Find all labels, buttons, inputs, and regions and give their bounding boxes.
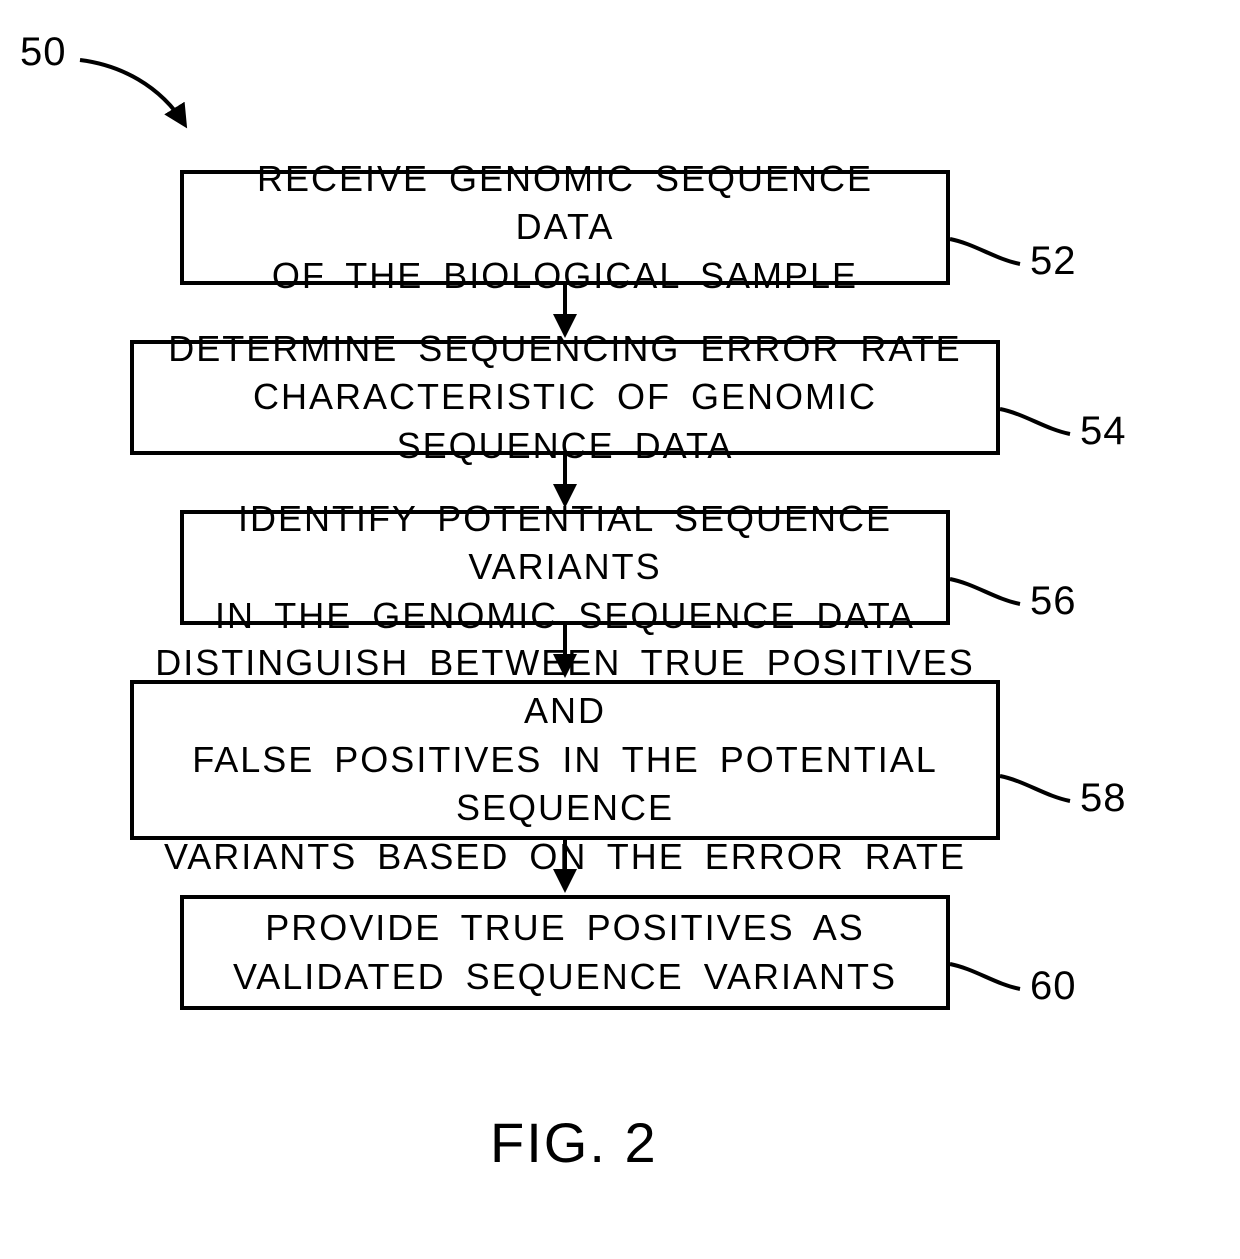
ref-leader-52	[950, 239, 1020, 264]
flow-step-line: DETERMINE SEQUENCING ERROR RATE	[168, 325, 961, 374]
flow-step-line: DISTINGUISH BETWEEN TRUE POSITIVES AND	[154, 639, 976, 736]
ref-leader-56	[950, 579, 1020, 604]
diagram-ref-50: 50	[20, 30, 67, 75]
flow-step-line: RECEIVE GENOMIC SEQUENCE DATA	[204, 155, 926, 252]
figure-caption: FIG. 2	[490, 1110, 658, 1175]
flow-step-line: FALSE POSITIVES IN THE POTENTIAL SEQUENC…	[154, 736, 976, 833]
flow-step-line: CHARACTERISTIC OF GENOMIC SEQUENCE DATA	[154, 373, 976, 470]
ref-label-52: 52	[1030, 239, 1077, 284]
flow-step-52: RECEIVE GENOMIC SEQUENCE DATAOF THE BIOL…	[180, 170, 950, 285]
flow-step-58: DISTINGUISH BETWEEN TRUE POSITIVES ANDFA…	[130, 680, 1000, 840]
ref-label-54: 54	[1080, 409, 1127, 454]
flow-step-56: IDENTIFY POTENTIAL SEQUENCE VARIANTSIN T…	[180, 510, 950, 625]
flow-step-line: OF THE BIOLOGICAL SAMPLE	[272, 252, 858, 301]
flow-step-line: VARIANTS BASED ON THE ERROR RATE	[164, 833, 966, 882]
flow-step-line: IN THE GENOMIC SEQUENCE DATA	[215, 592, 915, 641]
flow-step-60: PROVIDE TRUE POSITIVES ASVALIDATED SEQUE…	[180, 895, 950, 1010]
flow-step-line: VALIDATED SEQUENCE VARIANTS	[233, 953, 897, 1002]
ref-label-56: 56	[1030, 579, 1077, 624]
flow-step-line: IDENTIFY POTENTIAL SEQUENCE VARIANTS	[204, 495, 926, 592]
ref-leader-60	[950, 964, 1020, 989]
flow-step-line: PROVIDE TRUE POSITIVES AS	[265, 904, 864, 953]
ref-50-leader-arrow	[80, 60, 185, 125]
ref-label-60: 60	[1030, 964, 1077, 1009]
flowchart-canvas: 50 RECEIVE GENOMIC SEQUENCE DATAOF THE BI…	[0, 0, 1240, 1259]
ref-leader-54	[1000, 409, 1070, 434]
flow-step-54: DETERMINE SEQUENCING ERROR RATECHARACTER…	[130, 340, 1000, 455]
ref-label-58: 58	[1080, 776, 1127, 821]
ref-leader-58	[1000, 776, 1070, 801]
